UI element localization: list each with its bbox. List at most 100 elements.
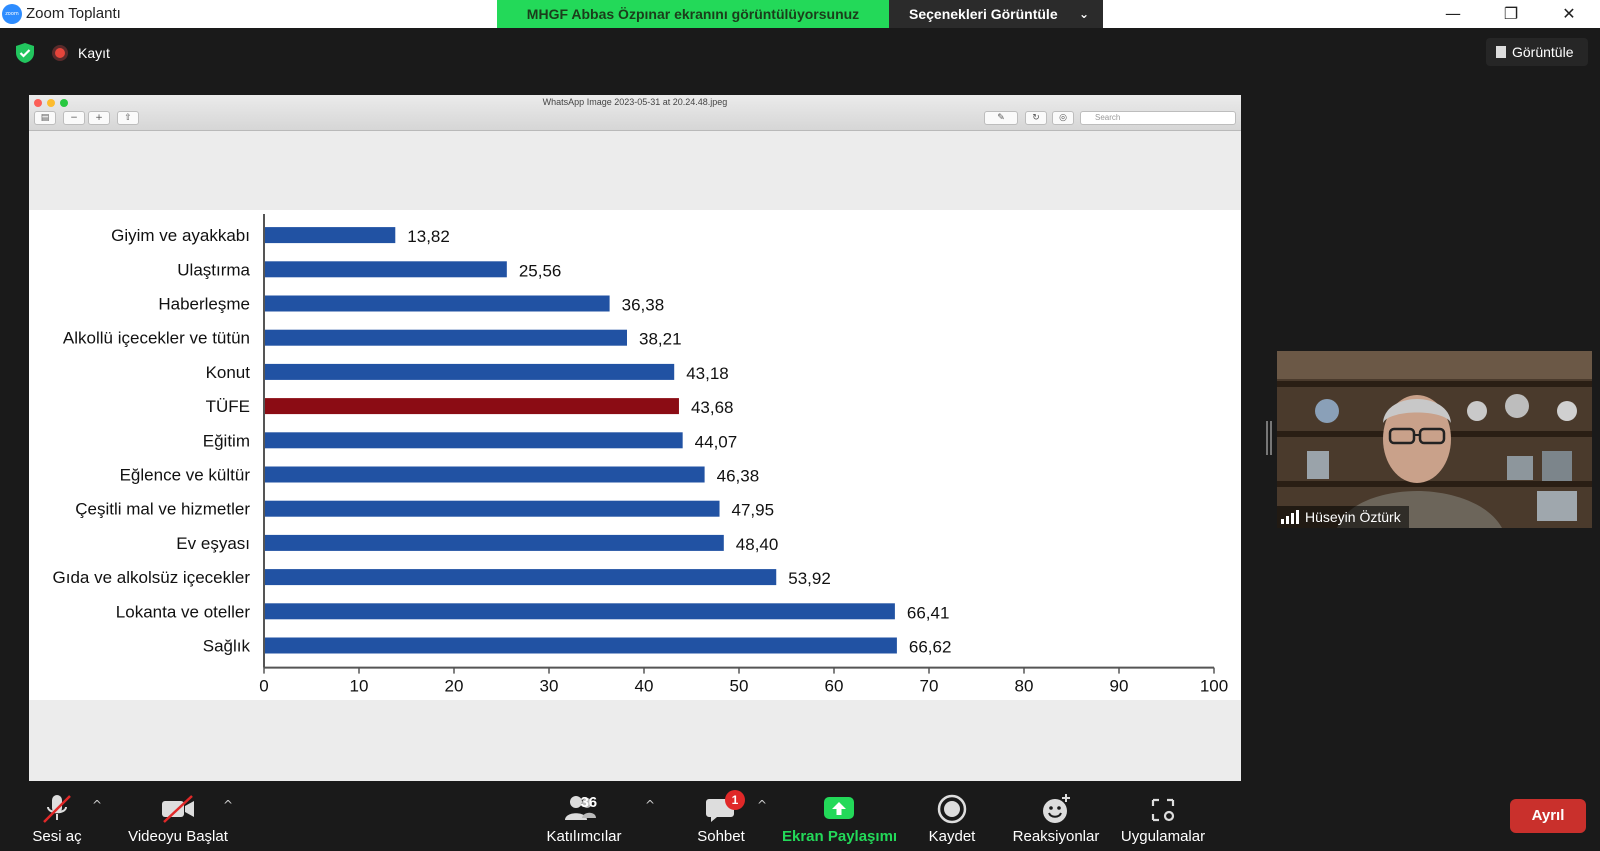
participants-count: 36 bbox=[580, 794, 598, 811]
participant-name-tag: Hüseyin Öztürk bbox=[1277, 506, 1409, 528]
bar bbox=[264, 500, 720, 517]
preview-search-field: Search bbox=[1080, 111, 1236, 125]
signal-strength-icon bbox=[1281, 510, 1299, 524]
microphone-muted-icon bbox=[43, 795, 71, 823]
leave-button[interactable]: Ayrıl bbox=[1510, 799, 1586, 833]
chat-button[interactable]: 1 Sohbet bbox=[686, 786, 756, 851]
x-tick-label: 10 bbox=[350, 677, 369, 696]
preview-toolbar: WhatsApp Image 2023-05-31 at 20.24.48.jp… bbox=[29, 95, 1241, 131]
view-button[interactable]: Görüntüle bbox=[1486, 38, 1588, 66]
bar bbox=[264, 569, 777, 586]
screen-share-banner: MHGF Abbas Özpınar ekranını görüntülüyor… bbox=[497, 0, 889, 28]
rotate-icon: ↻ bbox=[1025, 111, 1047, 125]
bar bbox=[264, 603, 895, 620]
value-label: 48,40 bbox=[736, 535, 779, 554]
participants-options-chevron-icon[interactable]: ^ bbox=[644, 798, 656, 812]
zoom-logo-icon: zoom bbox=[2, 4, 22, 24]
value-label: 53,92 bbox=[788, 569, 831, 588]
category-label: Çeşitli mal ve hizmetler bbox=[75, 500, 250, 519]
sidebar-toggle-icon: ▤ bbox=[34, 111, 56, 125]
apps-icon bbox=[1151, 798, 1175, 822]
chevron-down-icon: ⌄ bbox=[1078, 7, 1089, 21]
view-layout-icon bbox=[1496, 46, 1506, 58]
zoom-light-icon bbox=[60, 99, 68, 107]
x-tick-label: 90 bbox=[1110, 677, 1129, 696]
participant-name: Hüseyin Öztürk bbox=[1305, 509, 1401, 525]
x-tick-label: 80 bbox=[1015, 677, 1034, 696]
x-tick-label: 100 bbox=[1200, 677, 1228, 696]
reactions-label: Reaksiyonlar bbox=[1012, 828, 1100, 845]
bar-chart: Giyim ve ayakkabı 13,82 Ulaştırma 25,56 Habe… bbox=[53, 214, 1228, 696]
participants-button[interactable]: 36 Katılımcılar bbox=[540, 786, 628, 851]
shared-screen: WhatsApp Image 2023-05-31 at 20.24.48.jp… bbox=[29, 95, 1241, 781]
restore-button[interactable]: ❐ bbox=[1503, 4, 1519, 23]
preview-file-title: WhatsApp Image 2023-05-31 at 20.24.48.jp… bbox=[542, 97, 728, 107]
reactions-button[interactable]: Reaksiyonlar bbox=[1008, 786, 1104, 851]
value-label: 25,56 bbox=[519, 261, 562, 280]
participant-video bbox=[1277, 351, 1592, 528]
annotate-icon: ◎ bbox=[1052, 111, 1074, 125]
participants-label: Katılımcılar bbox=[546, 828, 622, 845]
chat-unread-badge: 1 bbox=[725, 790, 745, 810]
value-label: 66,41 bbox=[907, 603, 950, 622]
x-tick-label: 40 bbox=[635, 677, 654, 696]
reactions-icon bbox=[1043, 794, 1070, 823]
minimize-button[interactable]: — bbox=[1445, 4, 1461, 23]
x-tick-label: 30 bbox=[540, 677, 559, 696]
bar bbox=[264, 534, 724, 551]
value-label: 47,95 bbox=[732, 501, 775, 520]
share-screen-label: Ekran Paylaşımı bbox=[782, 828, 898, 845]
bar bbox=[264, 637, 897, 654]
start-video-button[interactable]: Videoyu Başlat bbox=[122, 786, 234, 851]
value-label: 36,38 bbox=[622, 296, 665, 315]
share-icon: ⇧ bbox=[117, 111, 139, 125]
participant-video-tile[interactable]: Hüseyin Öztürk bbox=[1277, 351, 1592, 528]
audio-options-chevron-icon[interactable]: ^ bbox=[91, 798, 103, 812]
bar bbox=[264, 363, 675, 380]
chat-options-chevron-icon[interactable]: ^ bbox=[756, 798, 768, 812]
value-label: 66,62 bbox=[909, 638, 952, 657]
category-label: Eğitim bbox=[203, 431, 250, 450]
category-label: Konut bbox=[206, 363, 251, 382]
x-tick-label: 20 bbox=[445, 677, 464, 696]
view-options-button[interactable]: Seçenekleri Görüntüle ⌄ bbox=[889, 0, 1103, 28]
record-button[interactable]: Kaydet bbox=[916, 786, 988, 851]
share-screen-button[interactable]: Ekran Paylaşımı bbox=[782, 786, 898, 851]
view-options-label: Seçenekleri Görüntüle bbox=[909, 6, 1058, 22]
record-label: Kaydet bbox=[928, 828, 976, 845]
share-screen-icon bbox=[824, 797, 854, 819]
tile-drag-handle[interactable] bbox=[1266, 421, 1272, 455]
x-tick-label: 60 bbox=[825, 677, 844, 696]
unmute-label: Sesi aç bbox=[32, 828, 82, 845]
bar bbox=[264, 295, 610, 312]
value-label: 38,21 bbox=[639, 330, 682, 349]
chat-label: Sohbet bbox=[697, 828, 745, 845]
x-tick-label: 70 bbox=[920, 677, 939, 696]
markup-icon: ✎ bbox=[984, 111, 1018, 125]
bar bbox=[264, 398, 679, 415]
x-tick-label: 0 bbox=[259, 677, 268, 696]
x-tick-label: 50 bbox=[730, 677, 749, 696]
record-dot-icon bbox=[52, 45, 68, 61]
minimize-light-icon bbox=[47, 99, 55, 107]
bar bbox=[264, 432, 683, 449]
category-label: Haberleşme bbox=[158, 295, 250, 314]
category-label: Ev eşyası bbox=[176, 534, 250, 553]
recording-indicator[interactable]: Kayıt bbox=[52, 40, 110, 66]
close-light-icon bbox=[34, 99, 42, 107]
category-label: Lokanta ve oteller bbox=[116, 602, 251, 621]
bar bbox=[264, 329, 627, 346]
apps-button[interactable]: Uygulamalar bbox=[1118, 786, 1208, 851]
category-label: TÜFE bbox=[206, 397, 250, 416]
close-button[interactable]: ✕ bbox=[1562, 4, 1576, 23]
zoom-out-icon: − bbox=[63, 111, 85, 125]
value-label: 13,82 bbox=[407, 227, 450, 246]
video-options-chevron-icon[interactable]: ^ bbox=[222, 798, 234, 812]
start-video-label: Videoyu Başlat bbox=[128, 828, 228, 845]
unmute-button[interactable]: Sesi aç bbox=[18, 786, 96, 851]
category-label: Gıda ve alkolsüz içecekler bbox=[53, 568, 251, 587]
value-label: 43,68 bbox=[691, 398, 734, 417]
security-shield-icon[interactable] bbox=[14, 42, 36, 64]
recording-label: Kayıt bbox=[78, 45, 110, 61]
zoom-in-icon: + bbox=[88, 111, 110, 125]
